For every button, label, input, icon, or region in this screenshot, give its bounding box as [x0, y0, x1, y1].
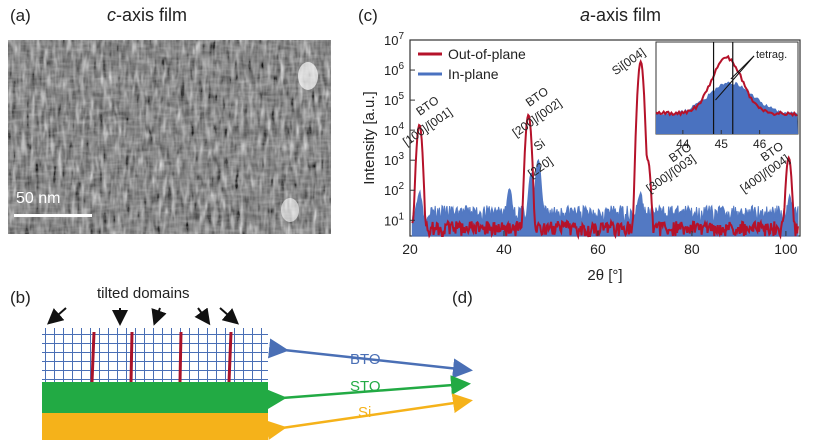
panel-d-label: (d): [452, 288, 473, 307]
panel-c-title-rest: -axis film: [590, 5, 662, 25]
panel-a-label: (a): [10, 6, 31, 25]
sto-label: STO: [350, 378, 381, 395]
x-tick-label: 100: [774, 241, 798, 257]
y-tick-label: 105: [384, 91, 404, 108]
inset-pointer-1: [715, 55, 755, 101]
inset-x-tick-label: 44: [676, 137, 690, 151]
panel-a-title: c-axis film: [107, 5, 187, 26]
x-tick-label: 20: [402, 241, 418, 257]
inset-pointer-2: [730, 55, 755, 80]
panel-b-label: (b): [10, 288, 31, 307]
x-tick-label: 40: [496, 241, 512, 257]
si-layer: [42, 413, 268, 440]
y-tick-label: 102: [384, 181, 404, 198]
si-arrow: [265, 393, 473, 440]
panel-a-title-axis: c: [107, 5, 116, 25]
sto-layer: [42, 382, 268, 413]
domain-walls: [90, 331, 233, 383]
x-axis-label: 2θ [°]: [587, 267, 622, 284]
x-tick-label: 60: [590, 241, 606, 257]
inset-in-plane: [656, 81, 798, 134]
tilted-domain-arrows: [46, 307, 240, 326]
inset-out-of-plane: [655, 54, 798, 117]
panel-c-title: a-axis film: [580, 5, 661, 26]
peak-annotation: Si: [531, 136, 548, 154]
inset-annotation: tetrag.: [756, 49, 787, 61]
y-tick-label: 101: [384, 211, 404, 228]
y-axis-label: Intensity [a.u.]: [361, 91, 378, 184]
series-out-of-plane: [411, 59, 799, 240]
tilted-domains-label: tilted domains: [97, 285, 190, 302]
bto-label: BTO: [350, 351, 381, 368]
y-tick-label: 103: [384, 151, 404, 168]
panel-c-title-axis: a: [580, 5, 591, 25]
series-in-plane: [411, 158, 799, 237]
legend-label: In-plane: [448, 66, 499, 82]
x-tick-label: 80: [684, 241, 700, 257]
scale-bar-label: 50 nm: [16, 190, 61, 207]
y-tick-label: 107: [384, 31, 404, 48]
inset-x-tick-label: 45: [715, 137, 729, 151]
inset-x-tick-label: 46: [753, 137, 767, 151]
si-label: Si: [358, 404, 371, 421]
bto-layer: [42, 328, 268, 382]
legend-label: Out-of-plane: [448, 46, 526, 62]
tem-micrograph: [8, 40, 331, 234]
scale-bar: [14, 214, 92, 217]
bto-arrow: [268, 338, 473, 379]
panel-a-title-rest: -axis film: [116, 5, 187, 25]
y-tick-label: 106: [384, 61, 404, 78]
layer-schematic: tilted domains BTO STO Si: [42, 285, 473, 440]
panel-c-label: (c): [358, 6, 378, 25]
